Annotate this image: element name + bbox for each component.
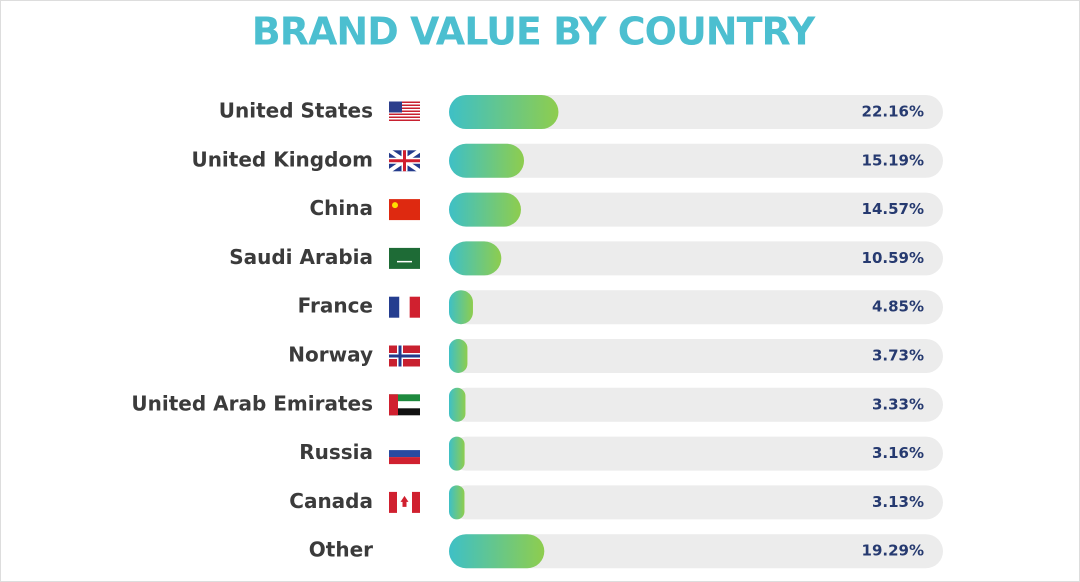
flag-part — [412, 491, 420, 513]
y-tick-label: Canada — [289, 489, 373, 513]
bar — [449, 95, 559, 129]
flag-part — [389, 457, 420, 465]
flag-part — [389, 491, 397, 513]
flag-part — [389, 408, 420, 416]
bar-track — [449, 290, 943, 325]
chart-title: BRAND VALUE BY COUNTRY — [252, 10, 816, 54]
flag-part — [389, 119, 420, 121]
y-tick-label: Other — [309, 538, 373, 562]
bar-track — [449, 192, 943, 227]
flag-part — [400, 495, 409, 507]
value-label: 14.57% — [862, 200, 924, 218]
flag-part — [392, 202, 398, 209]
flag-part — [389, 450, 420, 458]
bar-track — [449, 143, 943, 178]
flag-part — [389, 401, 420, 409]
bar — [449, 485, 465, 520]
bar — [449, 241, 502, 276]
y-tick-label: United Arab Emirates — [131, 391, 373, 415]
flag-part — [397, 260, 412, 263]
flag-part — [389, 101, 420, 103]
y-tick-label: Saudi Arabia — [229, 245, 373, 269]
bar — [449, 192, 521, 227]
bar-track — [449, 95, 943, 129]
flag-part — [389, 199, 420, 221]
y-tick-label: Norway — [288, 343, 373, 367]
flag-part — [389, 110, 420, 112]
flag-part — [389, 394, 420, 402]
flag-part — [389, 116, 420, 118]
flag-part — [389, 150, 420, 172]
value-label: 3.33% — [872, 395, 924, 413]
y-tick-label: Russia — [299, 440, 373, 464]
value-label: 4.85% — [872, 298, 924, 316]
flag — [389, 394, 420, 416]
y-tick-label: United Kingdom — [191, 147, 373, 171]
flag-part — [389, 345, 420, 367]
y-tick-label: France — [298, 294, 373, 318]
flag-part — [389, 101, 402, 113]
bar — [449, 534, 545, 569]
flag-part — [389, 394, 398, 416]
y-tick-label: China — [309, 196, 373, 220]
bar-track — [449, 485, 943, 520]
flag-part — [389, 113, 420, 115]
flag-part — [389, 443, 420, 451]
bar — [449, 290, 473, 325]
flag — [389, 491, 420, 513]
value-label: 3.73% — [872, 347, 924, 365]
y-tick-label: United States — [219, 99, 373, 123]
flag-part — [389, 104, 420, 106]
flag — [389, 345, 420, 367]
value-label: 3.13% — [872, 493, 924, 511]
flag — [389, 296, 420, 318]
bar — [449, 143, 525, 178]
bar-track — [449, 436, 943, 471]
value-label: 15.19% — [862, 151, 924, 169]
bar-track — [449, 241, 943, 276]
bar-track — [449, 534, 943, 569]
flag — [387, 148, 422, 173]
flag-part — [409, 296, 420, 318]
bar-track — [449, 339, 943, 373]
flag — [389, 101, 420, 121]
value-label: 10.59% — [862, 249, 924, 267]
flag-part — [389, 107, 420, 109]
flag — [389, 247, 420, 269]
bar — [449, 339, 468, 373]
flag — [389, 199, 420, 221]
value-label: 22.16% — [862, 103, 924, 121]
value-label: 3.16% — [872, 444, 924, 462]
flag-part — [389, 296, 400, 318]
flag-part — [399, 296, 410, 318]
bar — [449, 387, 466, 422]
flag-part — [389, 247, 420, 269]
value-label: 19.29% — [862, 542, 924, 560]
flag — [389, 443, 420, 465]
bar-track — [449, 387, 943, 422]
bar — [449, 436, 465, 471]
